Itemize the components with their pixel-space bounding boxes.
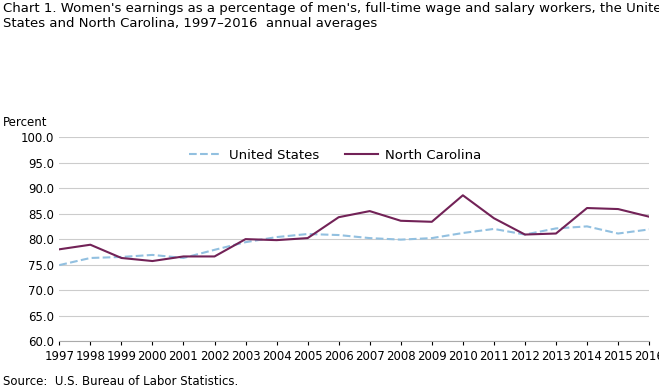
- North Carolina: [117, 256, 125, 260]
- North Carolina: [179, 254, 187, 259]
- North Carolina: [614, 207, 622, 211]
- United States: [366, 236, 374, 240]
- North Carolina: [397, 218, 405, 223]
- United States: [428, 236, 436, 240]
- United States: [397, 237, 405, 242]
- North Carolina: [86, 242, 94, 247]
- United States: [242, 240, 250, 245]
- North Carolina: [273, 238, 281, 243]
- Text: Percent: Percent: [3, 116, 48, 129]
- United States: [117, 255, 125, 260]
- United States: [490, 227, 498, 231]
- North Carolina: [490, 216, 498, 221]
- United States: [335, 233, 343, 238]
- United States: [521, 232, 529, 237]
- North Carolina: [148, 259, 156, 263]
- United States: [273, 235, 281, 240]
- North Carolina: [459, 193, 467, 198]
- North Carolina: [55, 247, 63, 252]
- North Carolina: [335, 215, 343, 220]
- United States: [645, 227, 653, 232]
- North Carolina: [521, 232, 529, 237]
- North Carolina: [645, 214, 653, 219]
- North Carolina: [552, 231, 560, 236]
- United States: [148, 252, 156, 257]
- North Carolina: [366, 209, 374, 213]
- North Carolina: [304, 236, 312, 240]
- United States: [179, 256, 187, 260]
- North Carolina: [583, 206, 591, 211]
- United States: [304, 232, 312, 236]
- United States: [583, 224, 591, 229]
- Legend: United States, North Carolina: United States, North Carolina: [184, 144, 486, 167]
- United States: [614, 231, 622, 236]
- United States: [86, 256, 94, 260]
- Text: Chart 1. Women's earnings as a percentage of men's, full-time wage and salary wo: Chart 1. Women's earnings as a percentag…: [3, 2, 659, 30]
- North Carolina: [242, 237, 250, 241]
- United States: [459, 230, 467, 235]
- Line: North Carolina: North Carolina: [59, 195, 649, 261]
- North Carolina: [428, 220, 436, 224]
- United States: [552, 226, 560, 231]
- North Carolina: [211, 254, 219, 259]
- United States: [55, 263, 63, 267]
- United States: [211, 247, 219, 252]
- Text: Source:  U.S. Bureau of Labor Statistics.: Source: U.S. Bureau of Labor Statistics.: [3, 375, 239, 388]
- Line: United States: United States: [59, 226, 649, 265]
